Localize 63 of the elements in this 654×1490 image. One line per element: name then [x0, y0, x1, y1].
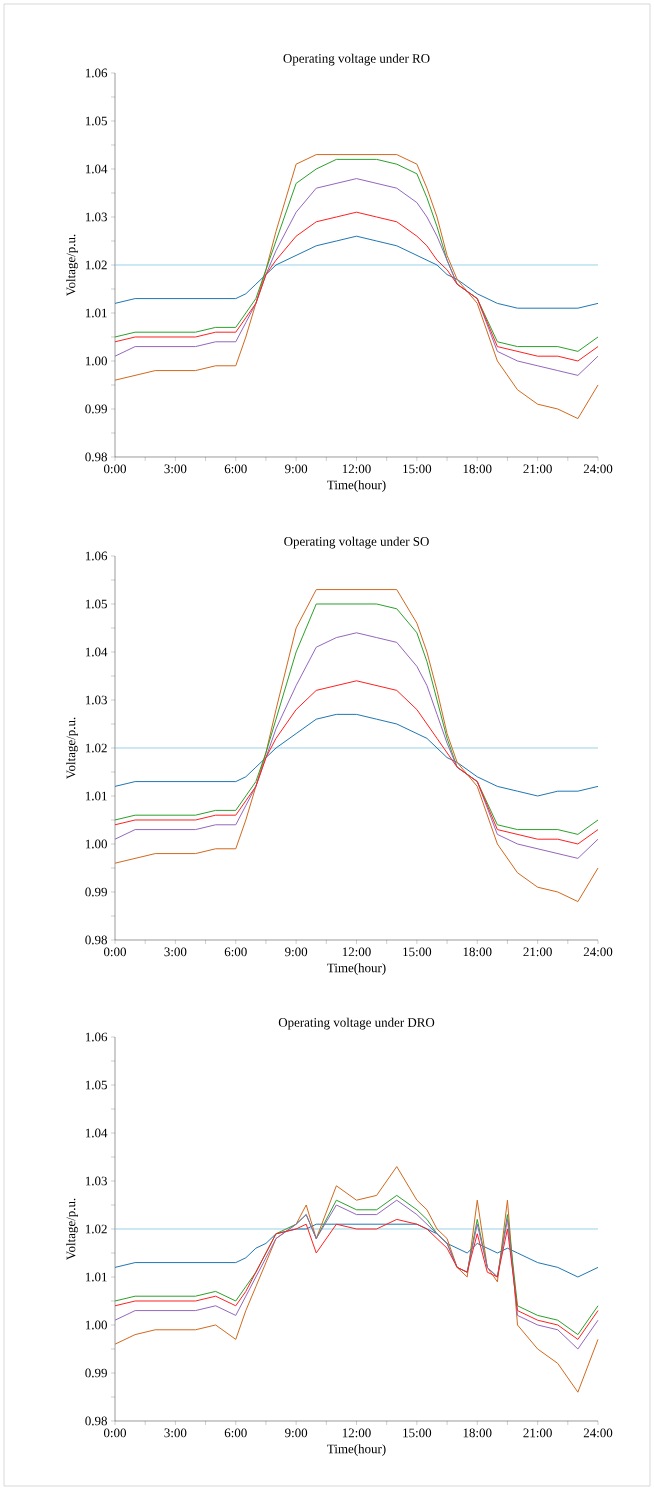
x-tick-label: 3:00 [164, 1428, 187, 1438]
y-tick-label: 1.03 [85, 212, 107, 222]
x-tick-label: 21:00 [523, 1428, 552, 1438]
x-tick-label: 6:00 [224, 464, 247, 474]
x-tick-label: 3:00 [164, 464, 187, 474]
x-tick-label: 12:00 [342, 947, 371, 957]
x-tick-label: 9:00 [285, 464, 308, 474]
y-tick-label: 1.02 [85, 743, 107, 753]
y-tick-label: 1.03 [85, 1176, 107, 1186]
chart-title: Operating voltage under SO [284, 536, 429, 549]
y-tick-label: 1.04 [85, 1128, 108, 1138]
x-tick-label: 6:00 [224, 947, 247, 957]
y-axis-title: Voltage/p.u. [66, 234, 78, 297]
x-tick-label: 21:00 [523, 947, 552, 957]
x-tick-label: 15:00 [403, 1428, 432, 1438]
x-axis-title: Time(hour) [327, 1444, 386, 1456]
y-tick-label: 1.05 [85, 116, 107, 126]
x-axis-title: Time(hour) [327, 963, 386, 975]
y-axis-title: Voltage/p.u. [66, 717, 78, 780]
y-tick-label: 1.06 [85, 1032, 108, 1042]
y-tick-label: 0.99 [85, 404, 107, 414]
x-tick-label: 21:00 [523, 464, 552, 474]
y-tick-label: 1.01 [85, 791, 107, 801]
x-tick-label: 18:00 [463, 464, 492, 474]
y-tick-label: 0.99 [85, 1368, 107, 1378]
y-axis-title: Voltage/p.u. [66, 1198, 78, 1261]
chart-title: Operating voltage under RO [283, 53, 430, 66]
y-tick-label: 1.00 [85, 356, 107, 366]
y-tick-label: 1.04 [85, 164, 108, 174]
x-tick-label: 15:00 [403, 464, 432, 474]
y-tick-label: 1.05 [85, 599, 107, 609]
x-tick-label: 0:00 [103, 1428, 127, 1438]
y-tick-label: 1.02 [85, 260, 107, 270]
y-tick-label: 1.01 [85, 308, 107, 318]
y-tick-label: 1.04 [85, 647, 108, 657]
x-tick-label: 0:00 [103, 464, 127, 474]
y-tick-label: 1.00 [85, 839, 107, 849]
y-tick-label: 1.03 [85, 695, 107, 705]
x-tick-label: 24:00 [583, 464, 613, 474]
chart-title: Operating voltage under DRO [278, 1017, 435, 1030]
x-tick-label: 6:00 [224, 1428, 247, 1438]
y-tick-label: 1.05 [85, 1080, 107, 1090]
x-tick-label: 15:00 [403, 947, 432, 957]
x-axis-title: Time(hour) [327, 480, 386, 492]
x-tick-label: 24:00 [583, 947, 613, 957]
x-tick-label: 3:00 [164, 947, 187, 957]
x-tick-label: 12:00 [342, 1428, 371, 1438]
y-tick-label: 1.00 [85, 1320, 107, 1330]
x-tick-label: 18:00 [463, 1428, 492, 1438]
x-tick-label: 12:00 [342, 464, 371, 474]
y-tick-label: 0.99 [85, 887, 107, 897]
y-tick-label: 0.98 [85, 1416, 107, 1426]
x-tick-label: 0:00 [103, 947, 127, 957]
y-tick-label: 1.02 [85, 1224, 107, 1234]
x-tick-label: 9:00 [285, 947, 308, 957]
y-tick-label: 1.06 [85, 551, 108, 561]
x-tick-label: 18:00 [463, 947, 492, 957]
x-tick-label: 9:00 [285, 1428, 308, 1438]
y-tick-label: 1.01 [85, 1272, 107, 1282]
x-tick-label: 24:00 [583, 1428, 613, 1438]
y-tick-label: 0.98 [85, 935, 107, 945]
y-tick-label: 0.98 [85, 452, 107, 462]
y-tick-label: 1.06 [85, 68, 108, 78]
